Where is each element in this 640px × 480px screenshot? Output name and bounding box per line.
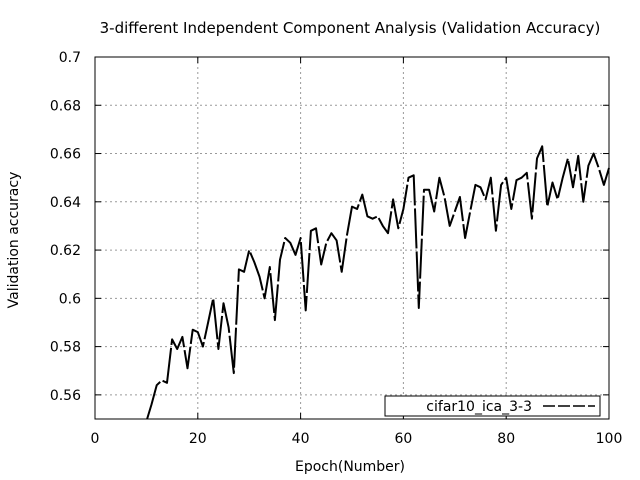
legend-box bbox=[384, 395, 601, 417]
tick-labels: 0 20 40 60 80 100 0.56 0.58 0.6 0.62 0.64 0.66 0.68 0… bbox=[50, 50, 623, 447]
y-tick-label: 0.58 bbox=[50, 340, 81, 356]
y-tick-label: 0.6 bbox=[59, 291, 81, 307]
legend: cifar10_ica_3-3 bbox=[384, 395, 601, 417]
y-tick-label: 0.62 bbox=[50, 243, 81, 259]
x-tick-label: 60 bbox=[394, 431, 412, 447]
grid-lines bbox=[95, 57, 609, 419]
series-layer bbox=[146, 145, 610, 420]
legend-label: cifar10_ica_3-3 bbox=[426, 399, 532, 415]
x-axis-label: Epoch(Number) bbox=[295, 459, 405, 475]
x-tick-label: 100 bbox=[596, 431, 623, 447]
y-tick-label: 0.64 bbox=[50, 195, 81, 211]
y-tick-label: 0.66 bbox=[50, 147, 81, 163]
x-tick-label: 80 bbox=[497, 431, 515, 447]
series-line bbox=[146, 145, 610, 420]
y-axis-label: Validation accuracy bbox=[6, 172, 22, 309]
tick-marks bbox=[94, 56, 610, 419]
y-tick-label: 0.68 bbox=[50, 98, 81, 114]
x-tick-label: 20 bbox=[189, 431, 207, 447]
plot-frame bbox=[94, 56, 610, 420]
chart-title: 3-different Independent Component Analys… bbox=[100, 19, 601, 37]
y-tick-label: 0.7 bbox=[59, 50, 81, 66]
y-tick-label: 0.56 bbox=[50, 388, 81, 404]
x-tick-label: 40 bbox=[292, 431, 310, 447]
x-tick-label: 0 bbox=[91, 431, 100, 447]
